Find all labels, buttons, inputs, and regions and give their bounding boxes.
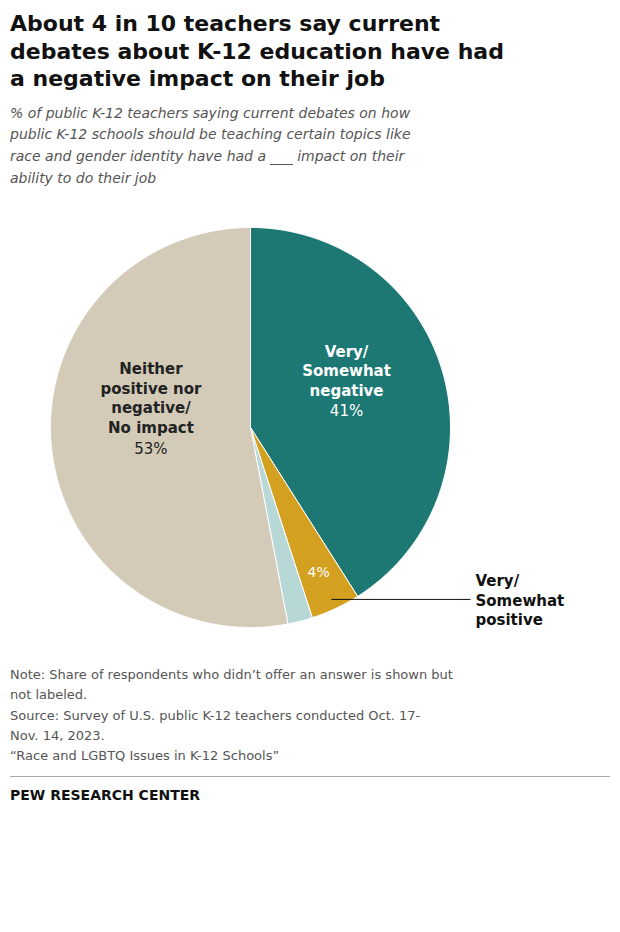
svg-text:Very/Somewhatpositive: Very/Somewhatpositive (476, 572, 565, 629)
html-text:% of public K-12 teachers sayi: % of public K-12 teachers saying current… (10, 104, 411, 164)
html-text:PEW RESEARCH CENTER: PEW RESEARCH CENTER (10, 787, 201, 803)
html-text:Note: Share of respondents who: Note: Share of respondents who didn’t of… (10, 667, 453, 763)
svg-text:Neitherpositive nornegative/No: Neitherpositive nornegative/No impact (100, 361, 202, 438)
html-text:About 4 in 10 teachers say cur: About 4 in 10 teachers say current debat… (10, 11, 504, 91)
svg-text:Very/Somewhatnegative: Very/Somewhatnegative (302, 343, 391, 400)
html-text:impact on their ability to do: impact on their ability to do their job (10, 147, 405, 186)
svg-text:41%: 41% (330, 403, 363, 421)
svg-text:4%: 4% (308, 564, 330, 580)
svg-text:53%: 53% (134, 440, 167, 458)
